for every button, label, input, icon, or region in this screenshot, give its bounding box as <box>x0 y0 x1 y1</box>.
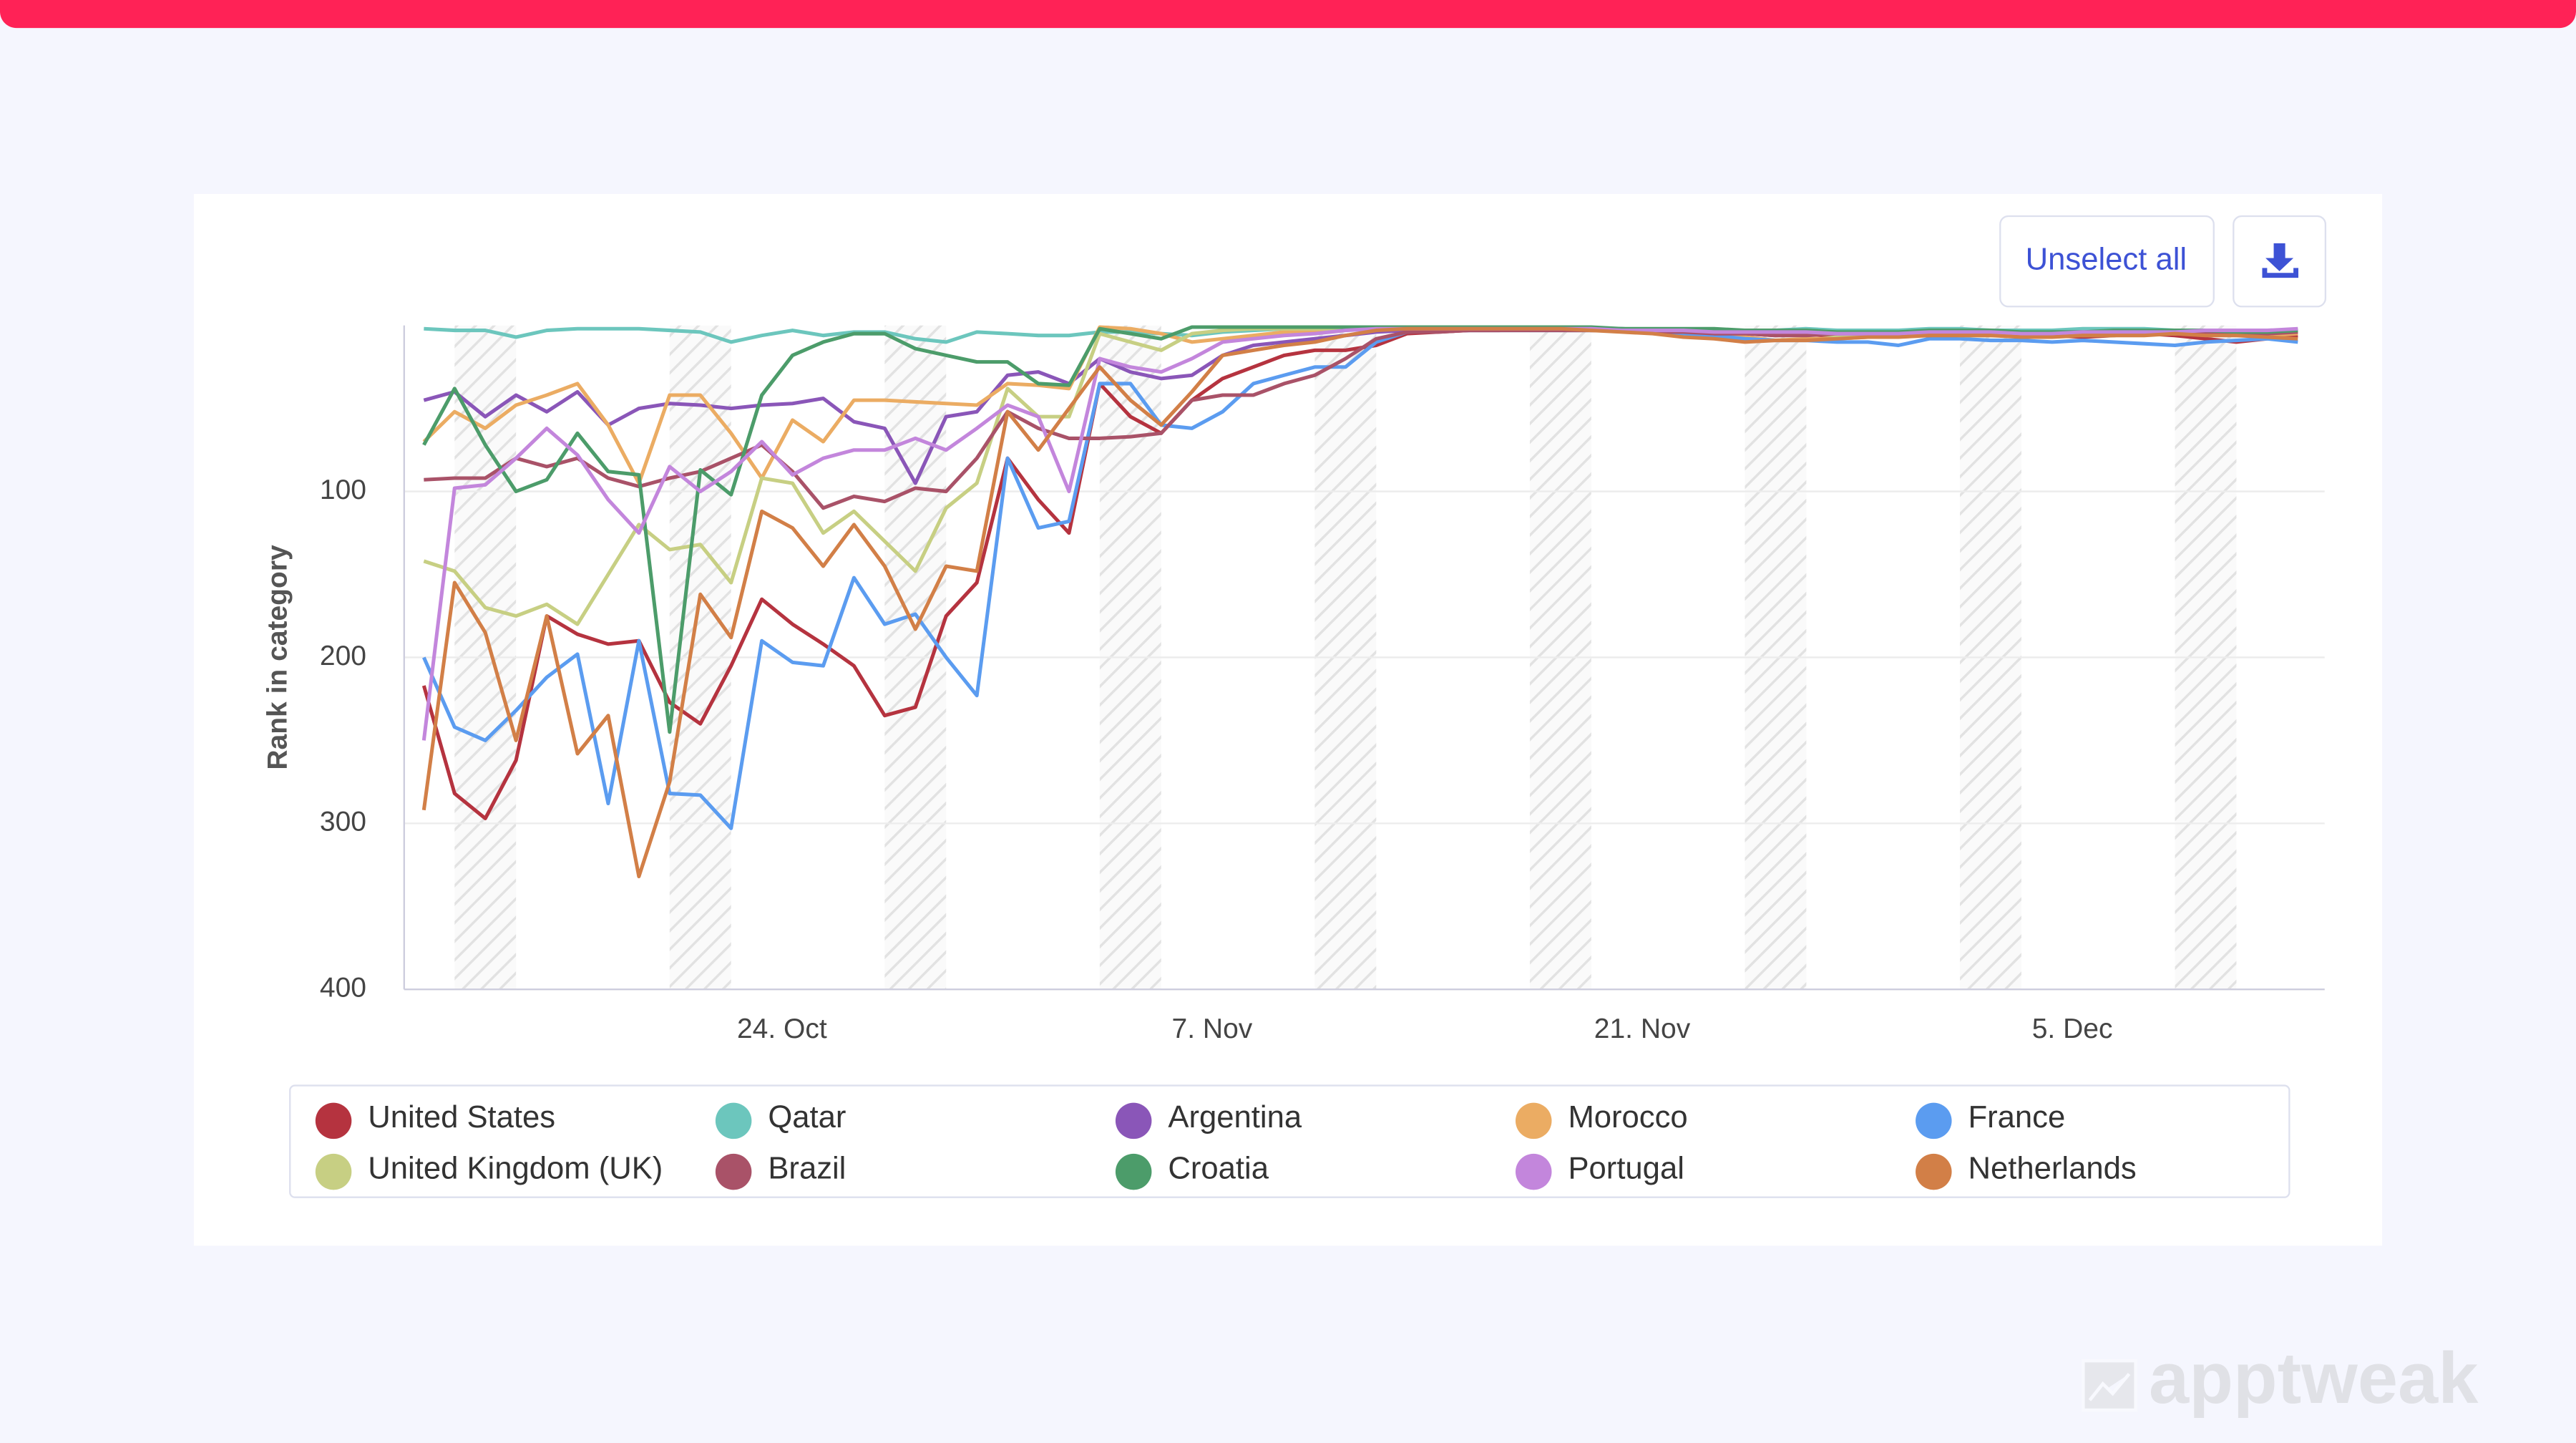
legend-label[interactable]: Netherlands <box>1968 1151 2137 1185</box>
legend-label[interactable]: Portugal <box>1568 1151 1684 1185</box>
download-button[interactable] <box>2233 215 2327 308</box>
legend-label[interactable]: United States <box>368 1100 555 1135</box>
series-line <box>422 329 2298 830</box>
legend-item[interactable]: Brazil <box>715 1151 847 1190</box>
y-tick-label: 300 <box>320 807 366 837</box>
watermark-icon <box>2081 1359 2137 1412</box>
x-tick-label: 21. Nov <box>1594 1014 1691 1044</box>
plot: 100 200 300 400 24. Oct 7. Nov 21. Nov 5. Dec <box>320 325 2325 1044</box>
legend-swatch[interactable] <box>1916 1102 1952 1140</box>
y-axis-label: Rank in category <box>263 545 293 770</box>
legend-swatch[interactable] <box>1515 1153 1552 1190</box>
legend-box <box>289 1084 2290 1198</box>
unselect-button[interactable]: Unselect all <box>1999 215 2215 308</box>
top-bar <box>0 0 2576 29</box>
series-line <box>421 326 2298 879</box>
legend: United States Qatar Argentina Morocco France… <box>315 1100 2137 1190</box>
watermark: apptweak <box>2081 1338 2479 1419</box>
legend-label[interactable]: Argentina <box>1168 1100 1302 1135</box>
y-tick-label: 100 <box>320 475 366 505</box>
legend-item[interactable]: United Kingdom (UK) <box>315 1151 663 1190</box>
legend-item[interactable]: Portugal <box>1515 1151 1684 1190</box>
legend-item[interactable]: Croatia <box>1115 1151 1269 1190</box>
x-tick-label: 7. Nov <box>1172 1014 1253 1044</box>
legend-swatch[interactable] <box>1916 1153 1952 1190</box>
button-frame[interactable] <box>1999 215 2215 308</box>
legend-swatch[interactable] <box>1115 1102 1152 1140</box>
legend-label[interactable]: Croatia <box>1168 1151 1269 1185</box>
legend-item[interactable]: Argentina <box>1115 1100 1302 1140</box>
legend-swatch[interactable] <box>315 1102 352 1140</box>
download-icon[interactable] <box>2262 243 2298 278</box>
legend-swatch[interactable] <box>315 1153 352 1190</box>
legend-swatch[interactable] <box>715 1102 752 1140</box>
x-tick-label: 5. Dec <box>2032 1014 2113 1044</box>
legend-item[interactable]: Qatar <box>715 1100 847 1140</box>
legend-swatch[interactable] <box>1115 1153 1152 1190</box>
button-label[interactable]: Unselect all <box>2026 243 2187 277</box>
legend-label[interactable]: France <box>1968 1100 2066 1135</box>
legend-label[interactable]: Qatar <box>768 1100 846 1135</box>
x-tick-label: 24. Oct <box>737 1014 827 1044</box>
legend-swatch[interactable] <box>1515 1102 1552 1140</box>
legend-label[interactable]: Brazil <box>768 1151 846 1185</box>
legend-item[interactable]: Netherlands <box>1916 1151 2137 1190</box>
legend-swatch[interactable] <box>715 1153 752 1190</box>
y-tick-label: 200 <box>320 641 366 671</box>
legend-label[interactable]: Morocco <box>1568 1100 1687 1135</box>
legend-label[interactable]: United Kingdom (UK) <box>368 1151 663 1185</box>
y-tick-label: 400 <box>320 973 366 1004</box>
watermark-text: apptweak <box>2149 1338 2479 1419</box>
legend-item[interactable]: Morocco <box>1515 1100 1688 1140</box>
series-line <box>421 326 2298 741</box>
legend-item[interactable]: France <box>1916 1100 2066 1140</box>
legend-item[interactable]: United States <box>315 1100 555 1140</box>
